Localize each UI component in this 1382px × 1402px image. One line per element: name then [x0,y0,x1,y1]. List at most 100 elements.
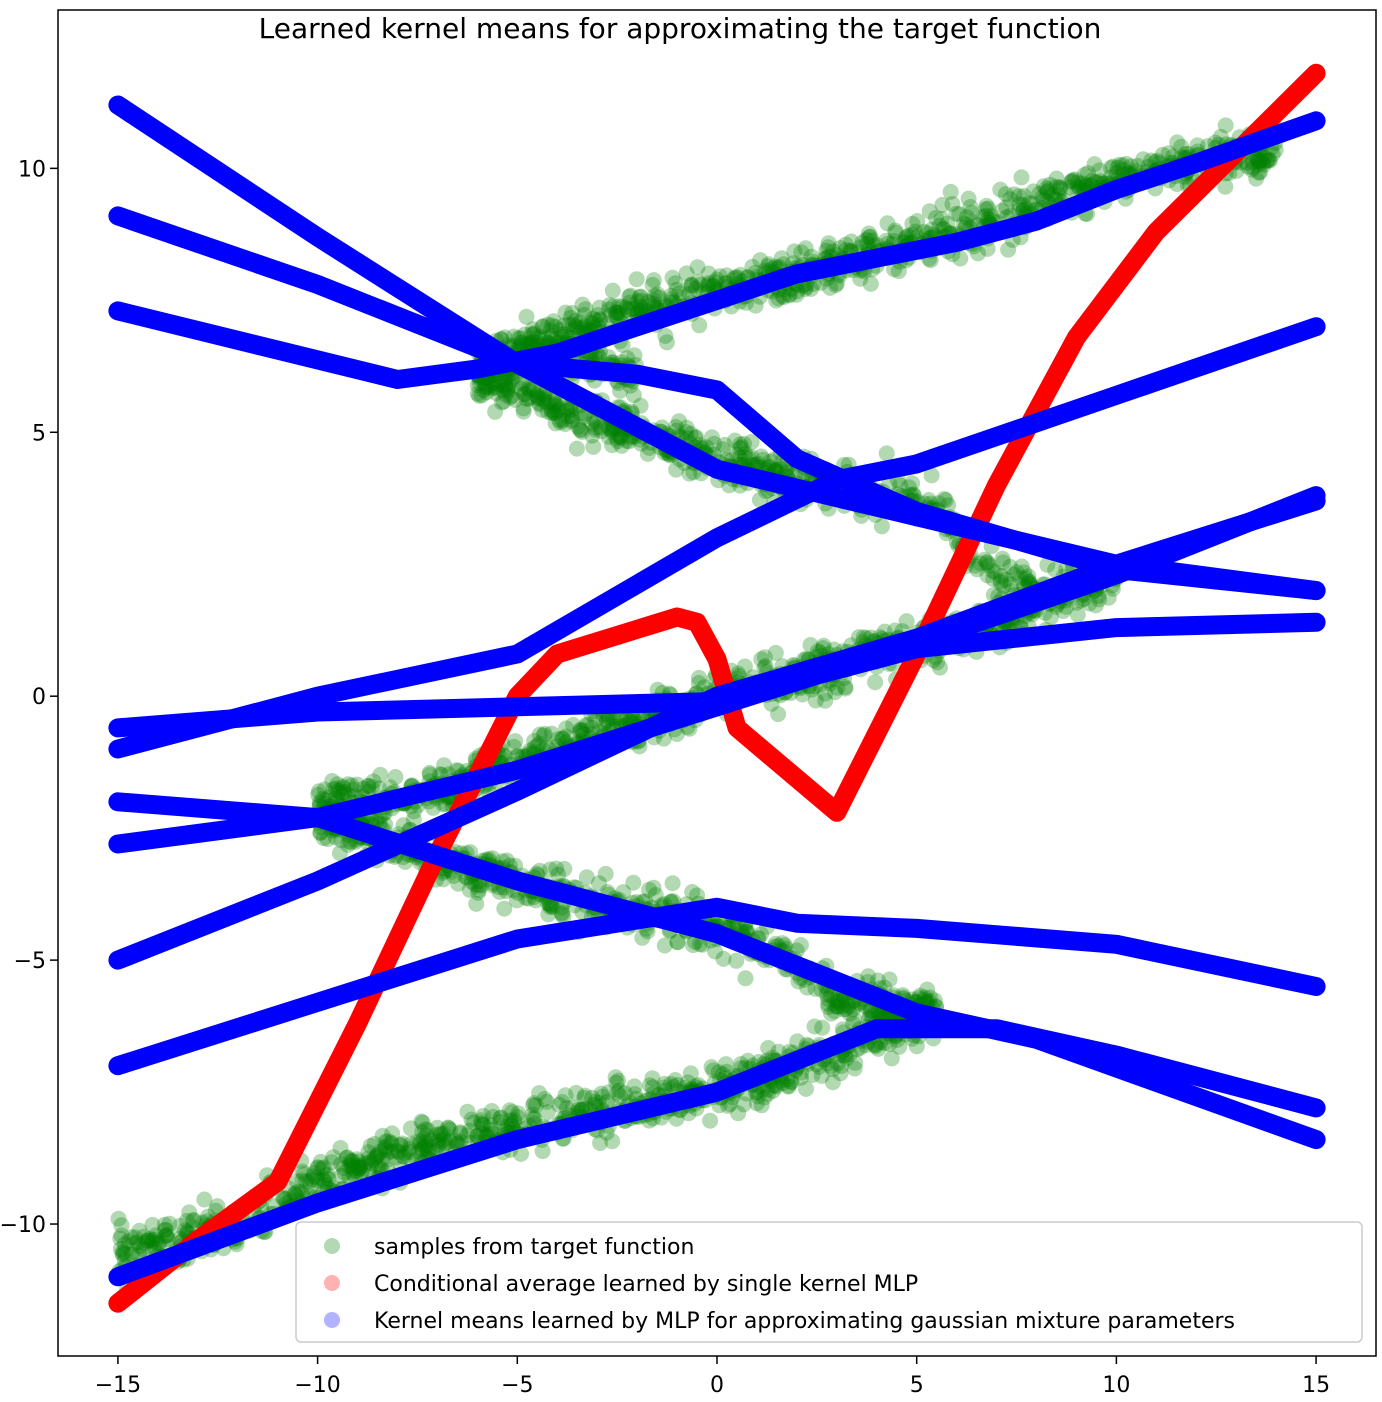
sample-point [301,1173,318,1190]
sample-point [750,455,767,472]
sample-point [514,336,531,353]
sample-point [707,274,724,291]
sample-point [1252,164,1268,181]
sample-point [846,1060,863,1077]
sample-point [756,1089,773,1106]
sample-point [824,1061,841,1078]
sample-point [600,349,617,366]
sample-point [611,1082,628,1099]
sample-point [586,1096,603,1113]
sample-point [351,1158,367,1175]
sample-point [520,380,537,397]
sample-point [610,1072,627,1089]
sample-point [503,1116,520,1133]
sample-point [687,430,704,446]
sample-point [531,396,548,413]
sample-point [585,315,601,332]
sample-point [577,317,594,334]
sample-point [448,1135,465,1152]
sample-point [336,784,353,801]
sample-point [209,1198,226,1215]
sample-point [548,397,565,414]
sample-point [157,1221,174,1238]
sample-point [540,906,557,923]
sample-point [342,1152,359,1169]
sample-point [900,479,917,496]
sample-point [1261,152,1278,169]
sample-point [416,1138,433,1155]
sample-point [405,803,422,820]
sample-point [975,208,991,225]
sample-point [543,897,560,914]
sample-point [515,400,532,417]
sample-point [768,292,785,309]
sample-point [325,781,342,798]
sample-point [360,777,377,794]
sample-point [870,972,886,989]
sample-point [543,725,560,742]
sample-point [537,330,553,347]
sample-point [767,644,784,661]
sample-point [363,1155,380,1172]
sample-point [333,1167,350,1184]
sample-point [618,301,635,318]
sample-point [607,304,624,321]
sample-point [729,446,745,463]
sample-point [342,1157,358,1174]
sample-point [740,449,757,466]
sample-point [898,228,915,245]
sample-point [773,250,790,267]
sample-point [622,287,639,304]
sample-point [1021,195,1038,212]
sample-point [542,896,559,913]
sample-point [632,288,649,305]
sample-point [820,239,837,256]
sample-point [524,380,541,397]
legend: samples from target function Conditional … [295,1221,1363,1343]
sample-point [110,1210,127,1227]
sample-point [491,1113,508,1130]
sample-point [1048,178,1065,195]
sample-point [368,1149,385,1166]
sample-point [786,243,803,260]
legend-label: Conditional average learned by single ke… [374,1272,918,1297]
legend-marker [324,1275,340,1291]
sample-point [948,205,965,222]
sample-point [591,299,608,316]
sample-point [554,730,571,747]
sample-point [120,1233,137,1250]
sample-point [626,1078,643,1095]
sample-point [608,1074,625,1091]
sample-point [425,799,442,816]
sample-point [663,1076,679,1092]
sample-point [942,183,959,200]
sample-point [678,419,695,436]
sample-point [852,270,869,287]
sample-point [1016,188,1033,204]
sample-point [656,1075,673,1092]
y-tick-label: 10 [18,157,46,182]
sample-point [309,1159,326,1176]
sample-point [705,1062,722,1079]
sample-point [934,220,951,237]
sample-point [526,325,543,342]
sample-point [340,836,356,853]
sample-point [598,713,615,729]
sample-point [612,429,629,446]
sample-point [860,225,877,242]
sample-point [470,884,486,901]
sample-point [824,1074,841,1091]
sample-point [361,1162,378,1179]
sample-point [830,993,847,1010]
sample-point [912,987,929,1004]
sample-point [656,1079,673,1096]
sample-point [847,1054,864,1071]
sample-point [521,742,538,759]
sample-point [720,1097,736,1114]
sample-point [558,1100,575,1116]
sample-point [1081,595,1098,612]
sample-point [430,1136,447,1153]
sample-point [126,1235,142,1252]
sample-point [753,1097,770,1114]
sample-point [618,432,635,449]
